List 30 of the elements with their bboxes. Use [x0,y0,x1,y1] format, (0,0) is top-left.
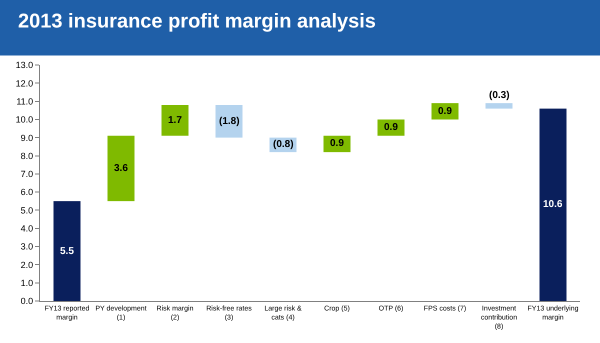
data-label: 1.7 [168,115,182,126]
data-label: (1.8) [219,116,240,127]
y-tick-label: 5.0 [20,205,34,216]
data-label: (0.3) [489,90,510,101]
data-label: 0.9 [330,138,344,149]
y-tick-label: 2.0 [20,260,34,270]
bar [108,136,134,202]
data-label: 5.5 [60,246,74,257]
y-tick-label: 0.0 [20,296,34,306]
bar [486,103,512,109]
bar [162,104,188,136]
y-tick-label: 4.0 [20,224,34,234]
y-tick-label: 6.0 [20,187,34,198]
data-label: (0.8) [273,139,294,150]
data-label: 0.9 [438,106,452,117]
y-tick-label: 12.0 [16,78,34,88]
bar [540,108,566,301]
data-label: 0.9 [384,122,398,133]
y-tick-label: 10.0 [16,114,34,125]
y-tick-label: 1.0 [20,278,34,288]
data-label: 3.6 [114,163,128,174]
chart-title: 2013 insurance profit margin analysis [18,10,376,33]
y-tick-label: 7.0 [20,169,34,180]
data-label: 10.6 [543,199,563,210]
y-tick-label: 13.0 [16,60,34,70]
y-tick-label: 9.0 [20,132,34,143]
y-tick-label: 8.0 [20,150,34,161]
y-tick-label: 3.0 [20,242,34,252]
y-tick-label: 11.0 [16,96,34,106]
bar [54,201,80,301]
